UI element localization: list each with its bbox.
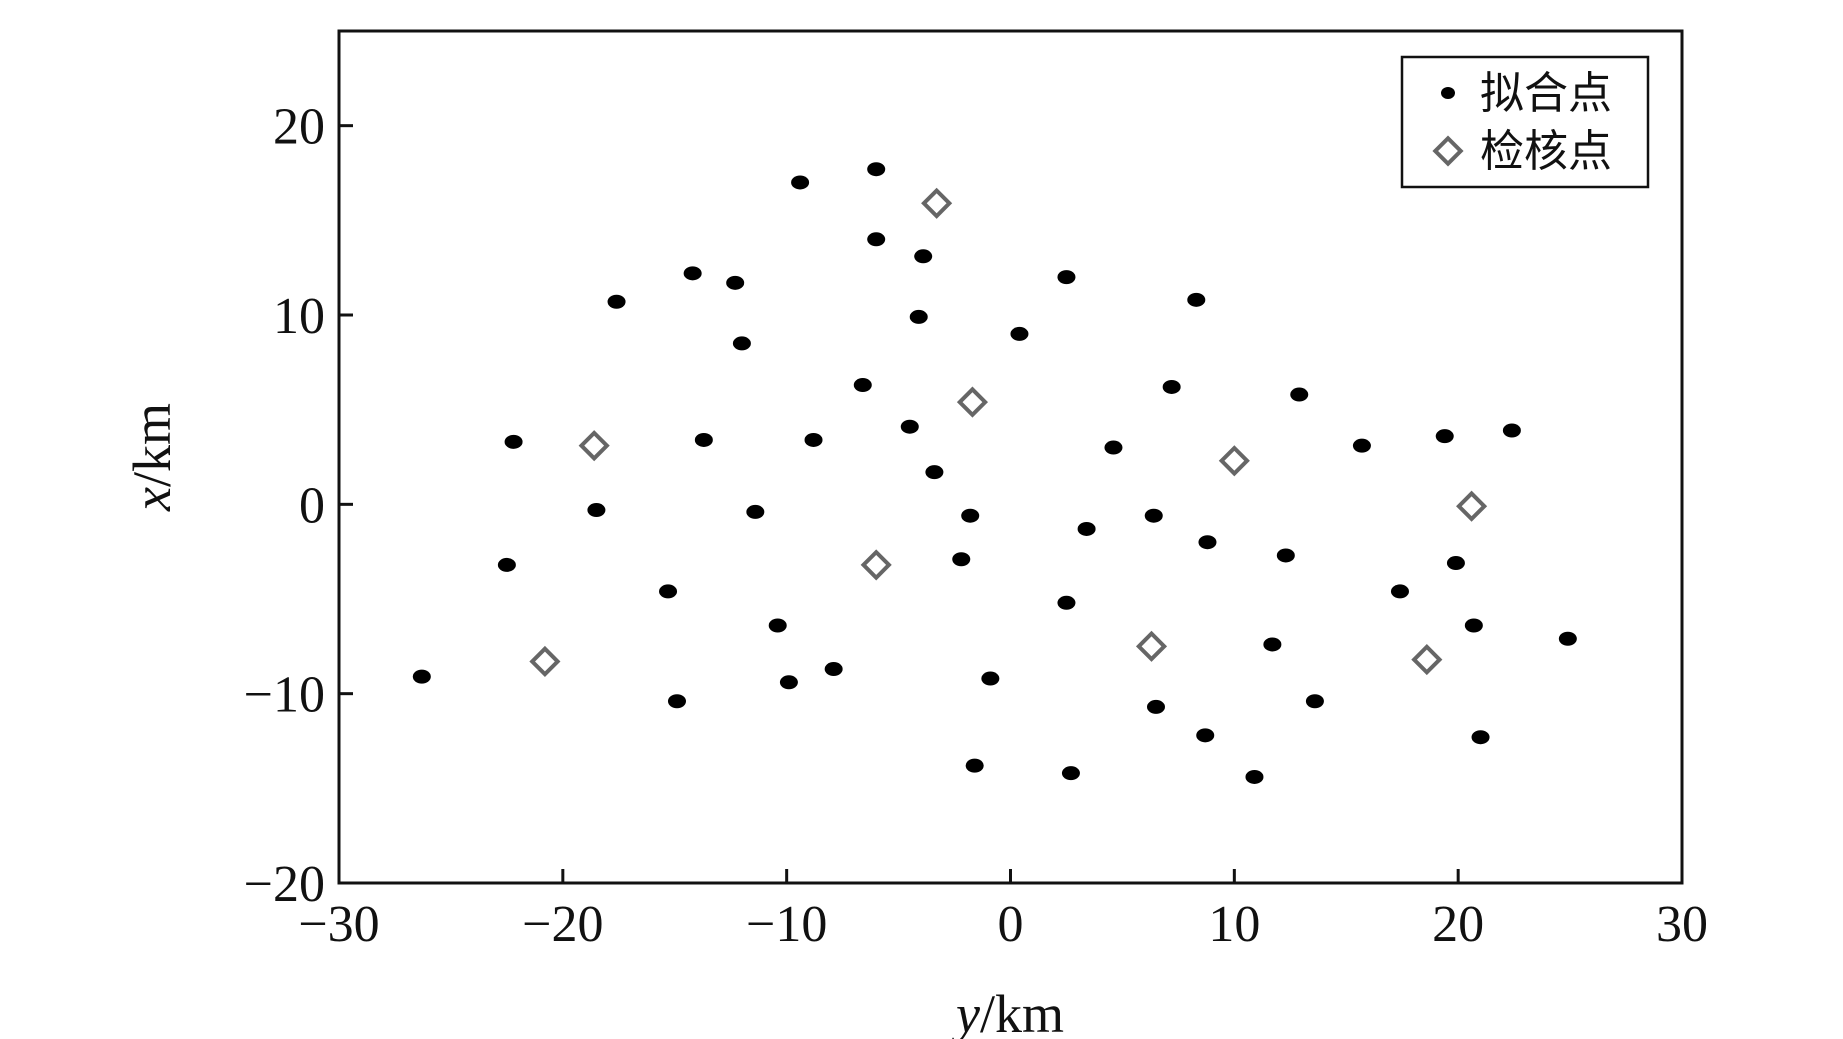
x-axis-label-unit: /km xyxy=(980,984,1064,1039)
y-tick-label: 20 xyxy=(273,99,325,156)
fit-point xyxy=(981,671,1000,686)
fit-point xyxy=(746,504,765,519)
y-axis-ticks: −20 −10 0 10 20 xyxy=(244,99,353,913)
fit-point xyxy=(1198,535,1217,550)
fit-point xyxy=(867,162,886,177)
x-tick-label: 10 xyxy=(1208,896,1260,953)
fit-point xyxy=(1263,637,1282,652)
fit-point xyxy=(965,758,984,773)
x-tick-label: −30 xyxy=(298,896,379,953)
fit-point xyxy=(1435,429,1454,444)
fit-point xyxy=(732,336,751,351)
fit-point xyxy=(726,275,745,290)
series-check-points xyxy=(529,187,1488,678)
legend-label-check: 检核点 xyxy=(1480,126,1612,177)
fit-point xyxy=(804,432,823,447)
legend: 拟合点 检核点 xyxy=(1400,55,1650,189)
fit-point xyxy=(1276,548,1295,563)
fit-point xyxy=(1464,618,1483,633)
x-axis-label-var: y xyxy=(951,984,980,1039)
fit-point xyxy=(867,232,886,247)
fit-point xyxy=(1502,423,1521,438)
fit-point xyxy=(1146,699,1165,714)
x-axis-label: y/km xyxy=(951,984,1064,1039)
fit-point xyxy=(1057,595,1076,610)
y-tick-label: 0 xyxy=(299,477,325,534)
fit-point xyxy=(504,434,523,449)
fit-point xyxy=(1144,508,1163,523)
check-point xyxy=(1411,644,1443,676)
fit-point xyxy=(1245,769,1264,784)
legend-marker-check xyxy=(1432,135,1464,167)
check-point xyxy=(578,430,610,462)
fit-point xyxy=(1305,694,1324,709)
fit-point xyxy=(900,419,919,434)
y-tick-label: 10 xyxy=(273,288,325,345)
y-axis-label: x/km xyxy=(122,403,182,512)
fit-point xyxy=(909,309,928,324)
fit-point xyxy=(607,294,626,309)
fit-point xyxy=(412,669,431,684)
legend-marker-fit xyxy=(1441,87,1455,99)
fit-point xyxy=(791,175,810,190)
fit-point xyxy=(1057,270,1076,285)
check-point xyxy=(956,386,989,418)
fit-point xyxy=(853,378,872,393)
fit-point xyxy=(952,552,971,567)
fit-point xyxy=(1390,584,1409,599)
x-tick-label: −10 xyxy=(746,896,827,953)
fit-point xyxy=(683,266,702,281)
legend-label-fit: 拟合点 xyxy=(1480,68,1612,119)
fit-point xyxy=(1290,387,1309,402)
fit-point xyxy=(824,662,843,677)
y-tick-label: −10 xyxy=(244,667,325,724)
fit-point xyxy=(1196,728,1215,743)
x-tick-label: 20 xyxy=(1432,896,1484,953)
fit-point xyxy=(694,432,713,447)
check-point xyxy=(1218,445,1250,477)
fit-point xyxy=(961,508,980,523)
x-tick-label: 0 xyxy=(998,896,1024,953)
x-axis-ticks: −30 −20 −10 0 10 20 30 xyxy=(298,869,1708,953)
y-tick-label: −20 xyxy=(244,856,325,913)
fit-point xyxy=(1104,440,1123,455)
legend-box xyxy=(1400,55,1650,189)
fit-point xyxy=(1162,379,1181,394)
fit-point xyxy=(1061,766,1080,781)
fit-point xyxy=(1352,438,1371,453)
fit-point xyxy=(667,694,686,709)
fit-point xyxy=(1471,730,1490,745)
check-point xyxy=(860,549,892,581)
fit-point xyxy=(659,584,678,599)
fit-point xyxy=(925,465,944,480)
check-point xyxy=(529,645,561,678)
series-fit-points xyxy=(412,162,1577,784)
check-point xyxy=(1456,490,1488,522)
fit-point xyxy=(587,503,606,518)
check-point xyxy=(1135,630,1168,662)
check-point xyxy=(921,187,953,219)
fit-point xyxy=(1446,556,1465,571)
fit-point xyxy=(1077,521,1096,536)
fit-point xyxy=(497,557,516,572)
fit-point xyxy=(1187,292,1206,307)
y-axis-label-var: x xyxy=(122,487,182,512)
x-tick-label: 30 xyxy=(1656,896,1708,953)
fit-point xyxy=(914,249,933,264)
fit-point xyxy=(779,675,798,690)
fit-point xyxy=(1010,326,1029,341)
x-tick-label: −20 xyxy=(522,896,603,953)
fit-point xyxy=(768,618,787,633)
y-axis-label-unit: /km xyxy=(122,403,182,487)
fit-point xyxy=(1558,631,1577,646)
